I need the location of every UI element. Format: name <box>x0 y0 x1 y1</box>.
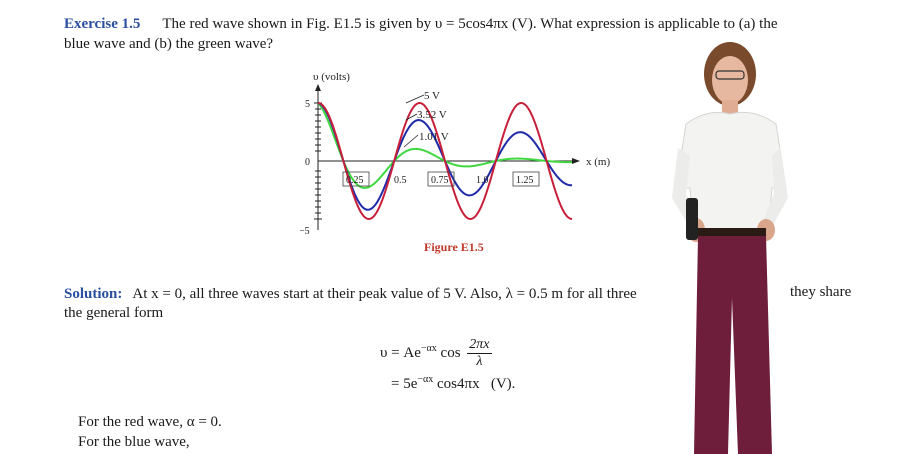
x-tick-0.25: 0.25 <box>346 175 364 186</box>
x-tick-0.5: 0.5 <box>394 175 407 186</box>
exercise-text-line1: The red wave shown in Fig. E1.5 is given… <box>162 16 778 32</box>
figure-caption: Figure E1.5 <box>424 240 484 254</box>
y-tick-neg5: −5 <box>300 226 310 237</box>
eq1-exponent: −αx <box>420 342 437 354</box>
presenter-arm-right <box>760 148 788 234</box>
y-axis-arrow <box>315 84 321 91</box>
presenter-pants <box>694 236 772 454</box>
eq2-rhs: cos4πx (V). <box>433 376 516 392</box>
series-red-curve <box>317 101 573 221</box>
solution-line1-tail: they share <box>790 284 852 300</box>
solution-label: Solution: <box>64 286 123 302</box>
x-tick-1.0: 1.0 <box>476 175 489 186</box>
x-axis-label: x (m) <box>586 156 610 168</box>
eq2-lhs: = 5e <box>391 376 418 392</box>
figure-e1-5: υ (volts) x (m) 5 0 −5 0.25 0.5 0.75 1.0… <box>300 71 610 237</box>
x-tick-box-1.25 <box>512 171 540 187</box>
presenter-face <box>712 56 748 104</box>
annotation-5v-leader <box>405 94 425 104</box>
x-tick-box-0.75 <box>427 171 455 187</box>
y-ticks <box>314 102 322 220</box>
annotation-3.52v: 3.52 V <box>417 109 447 121</box>
annotation-1.01v: 1.01 V <box>419 131 449 143</box>
red-wave-statement: For the red wave, α = 0. <box>78 414 222 430</box>
y-tick-5: 5 <box>305 99 310 110</box>
presenter-belt <box>698 228 766 236</box>
exercise-statement: Exercise 1.5 The red wave shown in Fig. E… <box>64 14 864 34</box>
x-axis-arrow <box>572 158 580 164</box>
eq1-denominator: λ <box>476 354 483 369</box>
solution-line2: the general form <box>64 305 164 321</box>
eq1-lhs: υ = Ae <box>380 344 421 361</box>
x-tick-0.75: 0.75 <box>431 175 449 186</box>
solution-text-line1: At x = 0, all three waves start at their… <box>132 286 637 302</box>
eq1-fraction: 2πx λ <box>467 337 492 370</box>
equation-specific-form: = 5e−αx cos4πx (V). <box>391 374 515 393</box>
annotation-1.01v-leader <box>403 134 419 148</box>
x-tick-1.25: 1.25 <box>516 175 534 186</box>
eq1-cos: cos <box>436 344 461 361</box>
y-tick-0: 0 <box>305 157 310 168</box>
exercise-label: Exercise 1.5 <box>64 16 141 32</box>
blue-wave-statement: For the blue wave, <box>78 434 190 450</box>
x-tick-box-0.25 <box>342 171 370 187</box>
solution-line1: Solution: At x = 0, all three waves start… <box>64 284 637 304</box>
exercise-text-line2: blue wave and (b) the green wave? <box>64 36 274 52</box>
eq2-exponent: −αx <box>417 374 434 385</box>
presenter-glasses <box>715 70 745 80</box>
eq1-numerator: 2πx <box>467 337 492 354</box>
presenter-remote <box>686 198 698 240</box>
presenter-neck <box>722 100 738 114</box>
presenter-video-overlay <box>672 42 788 454</box>
annotation-5v: 5 V <box>424 90 440 102</box>
annotation-3.52v-leader <box>405 113 418 121</box>
y-axis-label: υ (volts) <box>313 71 350 83</box>
equation-general-form: υ = Ae−αx cos 2πx λ <box>380 337 492 370</box>
